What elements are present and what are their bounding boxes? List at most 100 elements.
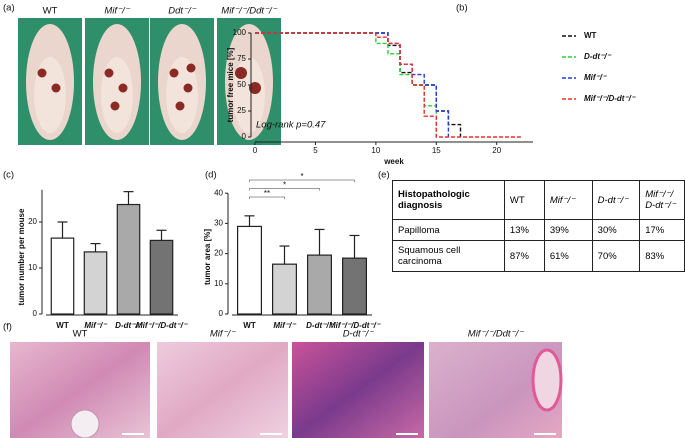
significance-bracket bbox=[249, 179, 355, 182]
table-row: Squamous cell carcinoma 87% 61% 70% 83% bbox=[392, 240, 685, 272]
photo-label: Ddt⁻/⁻ bbox=[168, 6, 196, 17]
panel-label: (e) bbox=[378, 170, 390, 181]
tumor bbox=[175, 101, 185, 111]
significance-bracket bbox=[249, 188, 320, 191]
bar bbox=[307, 254, 333, 315]
y-tick-label: 0 bbox=[219, 309, 224, 318]
histology-label: Mif⁻/⁻/Ddt⁻/⁻ bbox=[468, 329, 524, 340]
table-header-cell: Histopathologic diagnosis bbox=[392, 180, 505, 220]
tumor bbox=[186, 63, 196, 73]
histology-label: Mif⁻/⁻ bbox=[210, 329, 236, 340]
y-axis-label: tumor area [%] bbox=[203, 229, 212, 285]
histology-label: D-dt⁻/⁻ bbox=[343, 329, 375, 340]
x-tick-label: Mif⁻/⁻/D-dt⁻/⁻ bbox=[136, 321, 188, 330]
x-tick-label: Mif⁻/⁻ bbox=[84, 321, 107, 330]
photo-label: WT bbox=[43, 6, 58, 17]
table-cell: Squamous cell carcinoma bbox=[392, 240, 505, 272]
panel-label: (a) bbox=[3, 3, 15, 14]
significance-bracket bbox=[249, 196, 285, 199]
bar bbox=[83, 251, 108, 315]
histology-label: WT bbox=[73, 329, 88, 340]
table-cell: 61% bbox=[543, 240, 593, 272]
y-axis-label: tumor free mice [%] bbox=[226, 47, 235, 122]
legend-label: WT bbox=[584, 31, 597, 40]
mouse-shade bbox=[101, 57, 133, 133]
table-header-cell: D-dt⁻/⁻ bbox=[591, 180, 641, 220]
y-tick-label: 20 bbox=[214, 249, 223, 258]
table-cell: 39% bbox=[543, 219, 593, 241]
y-tick-label: 100 bbox=[233, 28, 247, 37]
x-tick-label: WT bbox=[56, 321, 69, 330]
mouse-shade bbox=[34, 57, 66, 133]
annotation: Log-rank p=0.47 bbox=[256, 120, 326, 131]
tumor bbox=[37, 68, 47, 78]
significance-label: ** bbox=[264, 189, 270, 198]
x-tick-label: 5 bbox=[313, 146, 318, 155]
y-tick-label: 50 bbox=[237, 80, 246, 89]
legend-label: D-dt⁻/⁻ bbox=[584, 52, 611, 61]
table-cell: Papilloma bbox=[392, 219, 505, 241]
table-cell: 30% bbox=[591, 219, 641, 241]
table-header-cell: Mif⁻/⁻/ D-dt⁻/⁻ bbox=[639, 180, 685, 220]
x-tick-label: Mif⁻/⁻ bbox=[273, 321, 296, 330]
x-tick-label: D-dt⁻/⁻ bbox=[115, 321, 142, 330]
y-tick-label: 25 bbox=[237, 106, 246, 115]
legend-label: Mif⁻/⁻ bbox=[584, 73, 607, 82]
y-tick-label: 20 bbox=[28, 217, 37, 226]
table-cell: 70% bbox=[591, 240, 641, 272]
bar bbox=[149, 239, 174, 315]
table-cell: 13% bbox=[503, 219, 545, 241]
table-cell: 87% bbox=[503, 240, 545, 272]
panel-label: (b) bbox=[456, 3, 468, 14]
x-tick-label: WT bbox=[243, 321, 256, 330]
x-tick-label: 0 bbox=[253, 146, 258, 155]
table-header-cell: Mif⁻/⁻ bbox=[543, 180, 593, 220]
y-tick-label: 40 bbox=[214, 188, 223, 197]
panel-label: (f) bbox=[3, 322, 12, 333]
table-header-cell: WT bbox=[503, 180, 545, 220]
x-axis-label: week bbox=[383, 157, 404, 166]
tumor bbox=[249, 82, 261, 94]
y-tick-label: 10 bbox=[214, 279, 223, 288]
y-tick-label: 30 bbox=[214, 219, 223, 228]
x-tick-label: 10 bbox=[371, 146, 380, 155]
y-tick-label: 10 bbox=[28, 263, 37, 272]
tumor bbox=[51, 83, 61, 93]
table-row: Papilloma 13% 39% 30% 17% bbox=[392, 219, 685, 241]
bar bbox=[342, 257, 368, 315]
tumor bbox=[183, 83, 193, 93]
table-cell: 83% bbox=[639, 240, 685, 272]
bar bbox=[237, 225, 263, 315]
tumor bbox=[110, 101, 120, 111]
significance-label: * bbox=[283, 181, 286, 190]
tumor bbox=[104, 68, 114, 78]
legend-label: Mif⁻/⁻/D-dt⁻/⁻ bbox=[584, 94, 636, 103]
histology-vessel bbox=[70, 409, 100, 438]
y-tick-label: 0 bbox=[33, 309, 38, 318]
significance-label: * bbox=[300, 172, 303, 181]
histopathology-table: Histopathologic diagnosis WT Mif⁻/⁻ D-dt⁻/⁻… bbox=[392, 180, 685, 272]
bar bbox=[272, 263, 298, 315]
table-cell: 17% bbox=[639, 219, 685, 241]
y-axis-label: tumor number per mouse bbox=[17, 208, 26, 305]
table-row: Histopathologic diagnosis WT Mif⁻/⁻ D-dt⁻/⁻… bbox=[392, 180, 685, 220]
tumor bbox=[118, 83, 128, 93]
photo-label: Mif⁻/⁻ bbox=[104, 6, 130, 17]
y-tick-label: 0 bbox=[242, 132, 247, 141]
bar bbox=[116, 203, 141, 315]
x-tick-label: 15 bbox=[432, 146, 441, 155]
tumor bbox=[169, 68, 179, 78]
histology-image bbox=[157, 342, 288, 438]
x-tick-label: Mif⁻/⁻/D-dt⁻/⁻ bbox=[329, 321, 381, 330]
bar bbox=[50, 237, 75, 315]
histology-image bbox=[292, 342, 424, 438]
panel-label: (d) bbox=[205, 170, 217, 181]
y-tick-label: 75 bbox=[237, 54, 246, 63]
panel-label: (c) bbox=[3, 170, 14, 181]
x-tick-label: D-dt⁻/⁻ bbox=[306, 321, 333, 330]
survival-line bbox=[255, 32, 521, 138]
x-tick-label: 20 bbox=[492, 146, 501, 155]
tumor bbox=[235, 67, 247, 79]
